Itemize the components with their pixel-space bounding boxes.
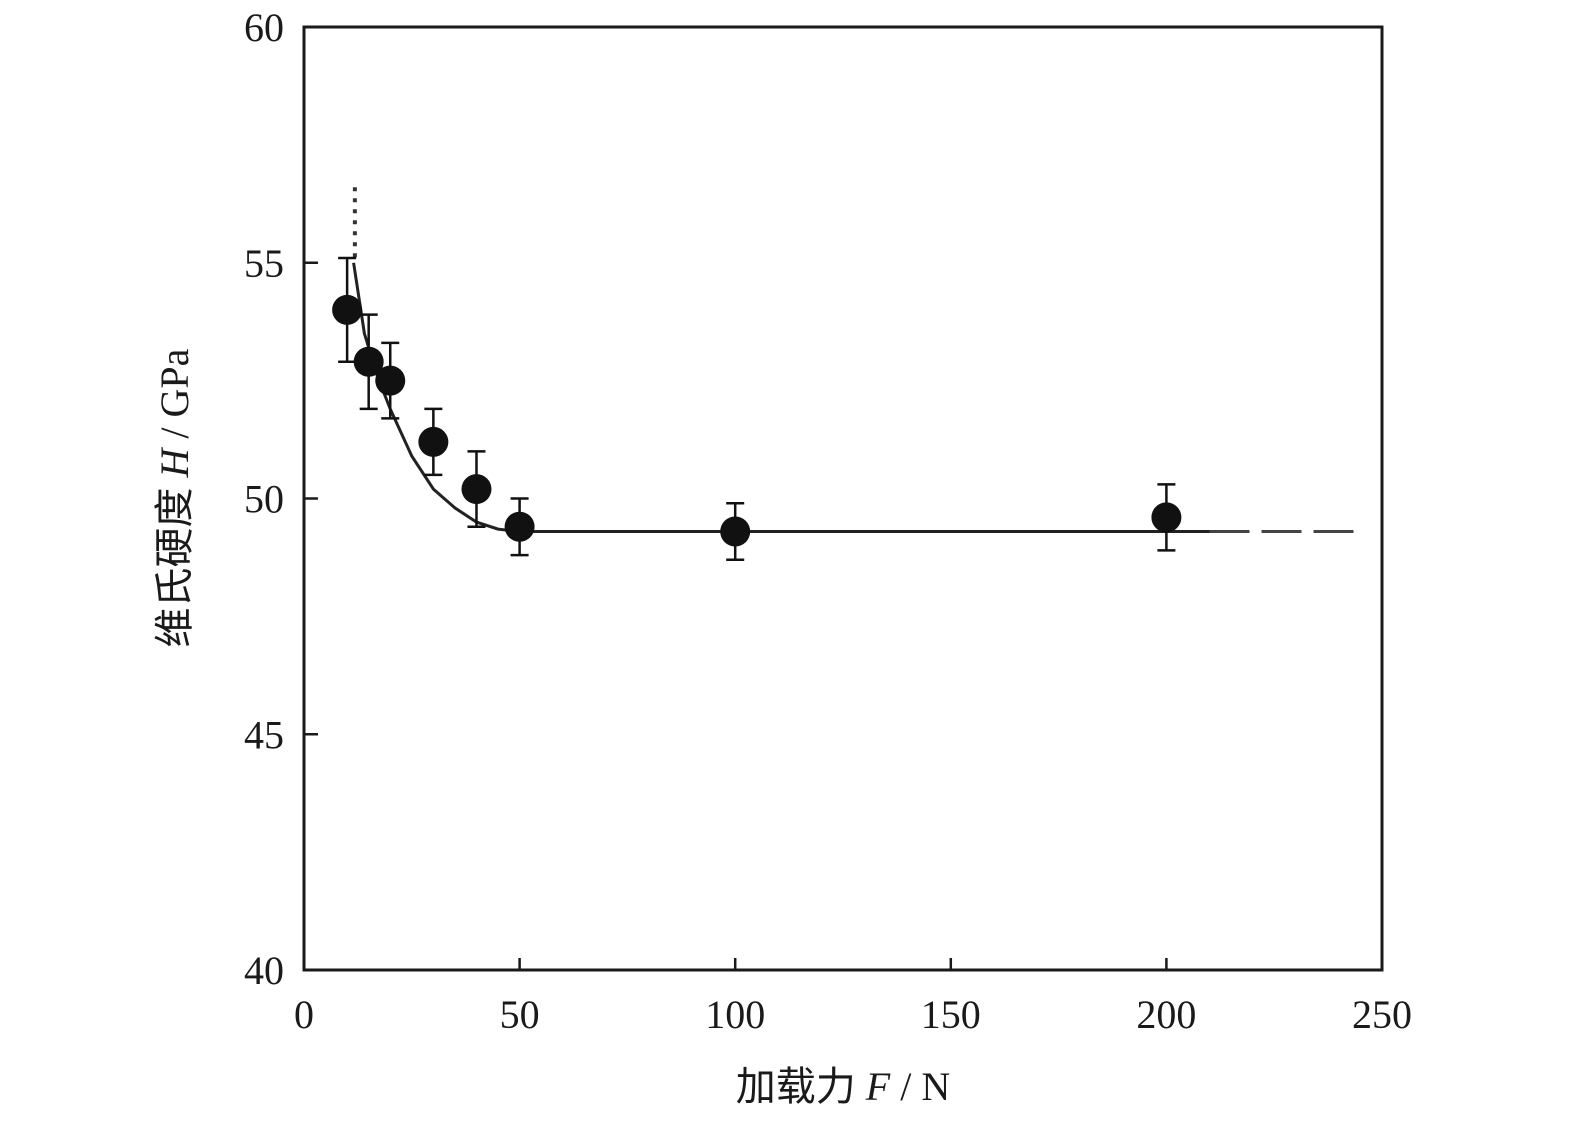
x-axis-title: 加载力 F / N [736, 1064, 950, 1109]
data-point [461, 450, 492, 529]
data-point [375, 341, 406, 420]
data-point [353, 313, 384, 411]
data-point [720, 501, 751, 562]
data-point-marker [418, 426, 449, 457]
data-point-marker [504, 511, 535, 542]
data-point [504, 497, 535, 557]
data-point [332, 256, 363, 364]
x-tick-label: 250 [1352, 992, 1412, 1037]
data-point-marker [332, 294, 363, 325]
y-axis-title: 维氏硬度 H / GPa [152, 348, 197, 647]
y-tick-label: 50 [244, 477, 284, 522]
y-tick-label: 55 [244, 241, 284, 286]
data-point [1151, 483, 1182, 552]
x-tick-label: 50 [500, 992, 540, 1037]
x-tick-label: 0 [294, 992, 314, 1037]
y-tick-label: 40 [244, 948, 284, 993]
y-tick-label: 60 [244, 5, 284, 50]
y-tick-label: 45 [244, 712, 284, 757]
x-tick-label: 200 [1136, 992, 1196, 1037]
data-point-marker [720, 516, 751, 547]
data-points-layer [332, 256, 1182, 562]
data-point [418, 407, 449, 477]
x-axis-ticks: 0 50 100 150 200 250 [294, 958, 1412, 1037]
data-point-marker [1151, 502, 1182, 533]
x-tick-label: 150 [921, 992, 981, 1037]
y-axis-ticks: 40 45 50 55 60 [244, 5, 318, 993]
data-point-marker [353, 346, 384, 377]
fit-curve-layer [352, 187, 1365, 534]
data-point-marker [461, 474, 492, 505]
data-point-marker [375, 365, 406, 396]
x-tick-label: 100 [705, 992, 765, 1037]
